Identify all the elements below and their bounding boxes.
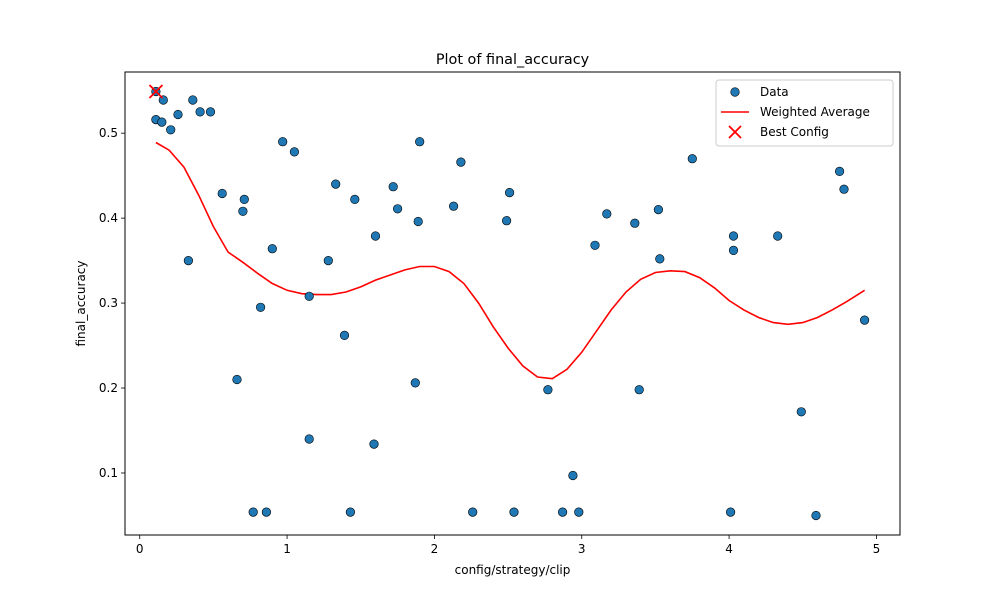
data-point	[687, 154, 697, 164]
data-point	[725, 507, 736, 517]
data-point	[568, 470, 578, 481]
data-point	[653, 205, 664, 215]
data-point	[369, 439, 379, 449]
data-point	[590, 240, 600, 250]
data-point	[232, 374, 242, 385]
best-config-marker	[148, 84, 164, 99]
x-tick-label: 1	[283, 542, 291, 556]
data-point	[157, 117, 167, 127]
legend-best-config-marker	[728, 125, 742, 139]
y-tick-label: 0.5	[99, 126, 118, 140]
data-points-layer	[151, 86, 870, 521]
data-point	[248, 507, 258, 517]
data-point	[410, 378, 420, 388]
data-point	[256, 302, 266, 312]
data-point	[413, 216, 423, 227]
data-point	[278, 137, 288, 147]
data-point	[370, 231, 381, 241]
x-tick-label: 5	[873, 542, 881, 556]
best-config-layer	[148, 84, 164, 99]
data-point	[602, 209, 612, 219]
y-axis: 0.1 0.2 0.3 0.4 0.5	[99, 126, 125, 480]
data-point	[468, 507, 478, 517]
legend-data-marker	[730, 87, 740, 97]
data-point	[859, 315, 870, 325]
data-point	[205, 107, 216, 117]
x-axis-label: config/strategy/clip	[455, 563, 571, 577]
data-point	[331, 179, 341, 189]
data-point	[543, 385, 553, 395]
y-tick-label: 0.2	[99, 381, 118, 395]
y-axis-label: final_accuracy	[74, 261, 88, 347]
data-point	[557, 507, 568, 517]
data-point	[183, 256, 193, 266]
legend-weighted-average-label: Weighted Average	[760, 105, 870, 119]
data-point	[574, 507, 584, 517]
data-point	[834, 166, 845, 176]
data-point	[502, 216, 512, 226]
legend-data-label: Data	[760, 85, 789, 99]
legend-box	[715, 79, 894, 147]
y-tick-label: 0.3	[99, 296, 118, 310]
data-point	[655, 254, 665, 264]
data-point	[304, 434, 314, 444]
data-point	[188, 95, 198, 105]
data-point	[811, 510, 821, 521]
data-point	[239, 194, 249, 204]
data-point	[456, 157, 466, 167]
data-point	[261, 507, 272, 517]
x-tick-label: 3	[578, 542, 586, 556]
x-tick-label: 4	[725, 542, 733, 556]
y-tick-label: 0.4	[99, 211, 118, 225]
legend: Data Weighted Average Best Config	[715, 79, 894, 147]
weighted-average-layer	[155, 141, 866, 380]
plot-area	[124, 71, 901, 536]
data-point	[509, 507, 519, 517]
data-point	[728, 231, 739, 241]
data-point	[173, 109, 183, 120]
chart-title: Plot of final_accuracy	[436, 52, 590, 68]
data-point	[345, 507, 356, 517]
data-point	[289, 147, 300, 157]
data-point	[304, 291, 314, 301]
data-point	[773, 231, 783, 241]
data-point	[505, 188, 515, 198]
data-point	[796, 407, 806, 417]
legend-best-config-label: Best Config	[760, 125, 829, 139]
data-point	[449, 201, 459, 211]
y-tick-label: 0.1	[99, 466, 118, 480]
data-point	[415, 137, 425, 147]
x-tick-label: 0	[136, 542, 144, 556]
data-point	[634, 385, 644, 395]
data-point	[238, 206, 248, 216]
data-point	[195, 107, 205, 117]
plot-frame	[124, 71, 901, 536]
x-axis: 0 1 2 3 4 5	[136, 535, 880, 556]
data-point	[339, 330, 350, 341]
data-point	[388, 182, 398, 192]
data-point	[323, 256, 333, 266]
data-point	[350, 194, 360, 204]
data-point	[728, 245, 739, 255]
data-point	[630, 218, 640, 228]
data-point	[166, 125, 176, 135]
x-tick-label: 2	[431, 542, 439, 556]
data-point	[217, 188, 227, 199]
data-point	[839, 184, 849, 194]
weighted-average-line	[155, 141, 866, 380]
data-point	[393, 204, 403, 214]
data-point	[267, 244, 277, 254]
